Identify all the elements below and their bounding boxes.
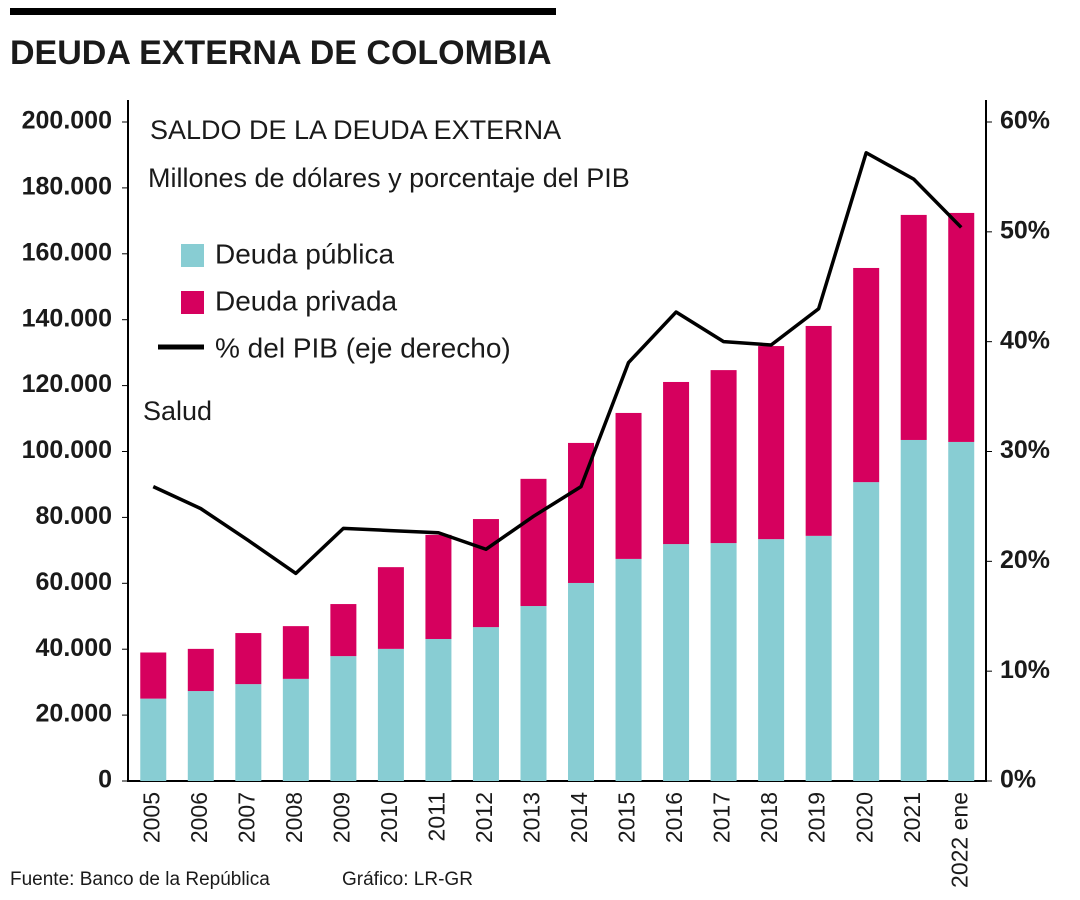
x-tick-label: 2008 (281, 792, 307, 843)
bar-segment (330, 656, 357, 781)
chart-subtitle: SALDO DE LA DEUDA EXTERNA (150, 115, 561, 145)
annotation: Salud (143, 396, 212, 426)
x-tick-label: 2012 (471, 792, 497, 843)
y-tick-label: 160.000 (22, 238, 112, 266)
bar-segment (187, 648, 214, 692)
x-tick-label: 2018 (756, 792, 782, 843)
x-tick-label: 2005 (138, 792, 164, 843)
bar-segment (758, 346, 785, 540)
y-tick-label: 180.000 (22, 173, 112, 201)
bar-segment (805, 325, 832, 536)
axis-description: Millones de dólares y porcentaje del PIB (148, 163, 630, 193)
bar-segment (330, 604, 357, 657)
x-tick-label: 2013 (519, 792, 545, 843)
bar-segment (615, 412, 642, 559)
x-tick-label: 2016 (661, 792, 687, 843)
bar-segment (520, 478, 547, 607)
y-tick-label: 80.000 (36, 502, 112, 530)
bar-segment (805, 535, 832, 781)
bar-segment (520, 606, 547, 781)
chart-title: DEUDA EXTERNA DE COLOMBIA (10, 34, 552, 72)
line-series (152, 151, 963, 576)
credit: Gráfico: LR-GR (342, 869, 473, 890)
bar-segment (853, 482, 880, 781)
legend-label: Deuda privada (215, 285, 398, 316)
y2-tick-label: 40% (1000, 326, 1050, 354)
bar-segment (948, 441, 975, 781)
bar-segment (472, 627, 499, 781)
bar-segment (853, 267, 880, 483)
y-tick-label: 60.000 (36, 568, 112, 596)
bar-segment (710, 370, 737, 544)
x-tick-label: 2010 (376, 792, 402, 843)
bar-segment (900, 214, 927, 440)
bar-segment (282, 678, 309, 781)
bar-segment (472, 519, 499, 628)
x-tick-label: 2007 (233, 792, 259, 843)
title-rule (10, 8, 556, 15)
y2-tick-label: 60% (1000, 107, 1050, 135)
x-tick-label: 2020 (851, 792, 877, 843)
legend-swatch (181, 244, 204, 267)
bar-segment (758, 539, 785, 781)
y-tick-label: 200.000 (22, 107, 112, 135)
legend-swatch (181, 291, 204, 314)
bar-segment (377, 648, 404, 781)
bar-segment (140, 698, 167, 781)
bar-segment (282, 626, 309, 679)
bar-segment (235, 684, 262, 781)
y-tick-label: 140.000 (22, 304, 112, 332)
legend-label: % del PIB (eje derecho) (215, 332, 511, 363)
x-tick-label: 2014 (566, 792, 592, 843)
y2-tick-label: 0% (1000, 766, 1036, 794)
bar-segment (615, 558, 642, 781)
bar-segment (140, 652, 167, 699)
bar-segment (187, 691, 214, 781)
x-tick-label: 2022 ene (946, 792, 972, 888)
x-tick-label: 2015 (614, 792, 640, 843)
source: Fuente: Banco de la República (10, 869, 270, 890)
y2-tick-label: 10% (1000, 656, 1050, 684)
legend-label: Deuda pública (215, 238, 394, 269)
y-tick-label: 0 (98, 766, 112, 794)
bar-segment (663, 544, 690, 781)
x-tick-label: 2017 (709, 792, 735, 843)
y-tick-label: 40.000 (36, 634, 112, 662)
y2-tick-label: 50% (1000, 216, 1050, 244)
y-tick-label: 20.000 (36, 700, 112, 728)
bar-segment (900, 439, 927, 781)
bar-segment (710, 543, 737, 781)
y-tick-label: 120.000 (22, 370, 112, 398)
x-tick-label: 2011 (424, 792, 450, 841)
x-tick-label: 2009 (328, 792, 354, 843)
y-tick-label: 100.000 (22, 436, 112, 464)
bar-segment (425, 638, 452, 781)
y2-tick-label: 20% (1000, 546, 1050, 574)
x-tick-label: 2006 (186, 792, 212, 843)
x-tick-label: 2021 (899, 792, 925, 843)
bar-segment (235, 633, 262, 685)
y2-tick-label: 30% (1000, 436, 1050, 464)
x-tick-label: 2019 (804, 792, 830, 843)
bar-segment (568, 582, 595, 781)
bar-segment (948, 212, 975, 442)
bar-segment (663, 381, 690, 545)
bar-segment (377, 567, 404, 649)
bar-segment (425, 534, 452, 639)
